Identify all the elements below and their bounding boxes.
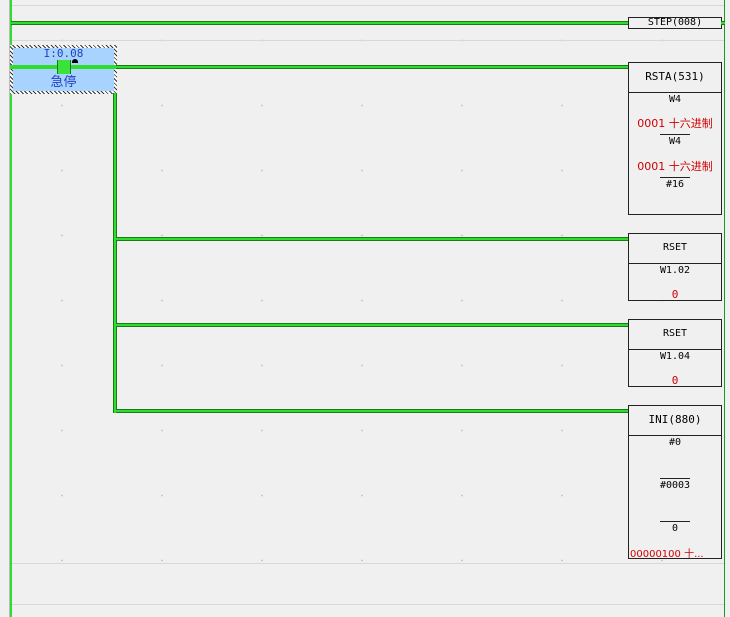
instruction-label: RSET — [629, 234, 721, 264]
instruction-label: INI(880) — [629, 406, 721, 436]
operand: W1.04 — [659, 351, 691, 362]
operand: W4 — [668, 94, 682, 105]
operand: W4 — [668, 136, 682, 147]
rsta-instruction[interactable]: RSTA(531) W4 0001 十六进制 W4 0001 十六进制 #16 — [628, 62, 722, 215]
rung-divider — [12, 5, 724, 6]
power-line — [116, 65, 628, 69]
instruction-label: RSET — [629, 320, 721, 350]
power-line — [116, 409, 628, 413]
step-instruction[interactable]: STEP(008) — [628, 17, 722, 29]
power-line — [116, 237, 628, 241]
rung-divider — [12, 604, 724, 605]
rset-instruction[interactable]: RSET W1.04 0 — [628, 319, 722, 387]
operand: W1.02 — [659, 265, 691, 276]
left-power-rail — [10, 0, 12, 617]
power-line — [721, 21, 725, 25]
operand: #0 — [668, 437, 682, 448]
operand: #16 — [665, 179, 685, 190]
power-line — [116, 323, 628, 327]
rset-instruction[interactable]: RSET W1.02 0 — [628, 233, 722, 301]
contact-address: I:0.08 — [43, 47, 84, 60]
rung-divider — [12, 40, 724, 41]
instruction-label: STEP(008) — [647, 17, 703, 28]
branch-line — [113, 93, 117, 413]
instruction-label: RSTA(531) — [629, 63, 721, 93]
ladder-grid — [12, 0, 724, 617]
contact-comment: 急停 — [50, 75, 77, 90]
rung-divider — [12, 563, 724, 564]
operand-value: 0001 十六进制 — [637, 160, 713, 173]
operand: 0 — [671, 523, 679, 534]
operand-value: 0 — [671, 288, 679, 301]
operand: #0003 — [659, 480, 691, 491]
power-line — [11, 21, 628, 25]
contact-selection[interactable]: I:0.08 急停 — [10, 45, 117, 94]
lock-icon — [72, 59, 78, 63]
operand-value: 0 — [671, 374, 679, 387]
left-gutter — [0, 0, 10, 617]
operand-value: 00000100 十... — [630, 549, 704, 560]
right-power-rail — [724, 0, 725, 617]
operand-value: 0001 十六进制 — [637, 117, 713, 130]
ini-instruction[interactable]: INI(880) #0 #0003 0 00000100 十... — [628, 405, 722, 560]
no-contact-symbol — [57, 60, 71, 74]
